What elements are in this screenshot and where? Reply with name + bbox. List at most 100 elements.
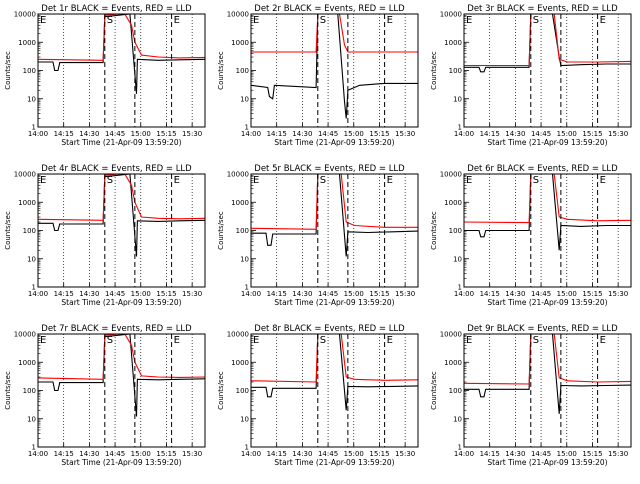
plot-frame: [463, 333, 632, 448]
plot-frame: [250, 173, 419, 288]
y-tick-label: 1: [32, 124, 36, 132]
x-tick-label: 15:15: [582, 450, 602, 458]
chart-panel-3: Det 3r BLACK = Events, RED = LLD 14:00 14:…: [430, 4, 632, 147]
y-tick-label: 100: [449, 227, 462, 235]
x-tick-label: 15:15: [369, 130, 389, 138]
y-tick-label: 10000: [440, 171, 462, 179]
x-tick-label: 14:45: [531, 290, 551, 298]
x-tick-label: 14:15: [54, 450, 74, 458]
x-axis-label: Start Time (21-Apr-09 13:59:20): [274, 458, 394, 467]
events-series-line: [251, 173, 419, 257]
y-tick-label: 10: [27, 95, 36, 103]
events-series-line: [464, 333, 632, 414]
y-tick-label: 100: [23, 387, 36, 395]
x-tick-label: 15:30: [608, 130, 628, 138]
interval-marker-label: E: [253, 15, 259, 26]
chart-title: Det 4r BLACK = Events, RED = LLD: [41, 164, 192, 174]
x-tick-label: 15:30: [395, 290, 415, 298]
y-tick-label: 1000: [444, 39, 462, 47]
interval-marker-label: S: [107, 175, 113, 186]
lld-series-line: [463, 173, 632, 224]
interval-marker-label: E: [40, 175, 46, 186]
x-tick-label: 14:30: [292, 450, 312, 458]
y-tick-label: 100: [449, 387, 462, 395]
interval-marker-label: E: [466, 175, 472, 186]
y-tick-label: 1: [32, 284, 36, 292]
x-tick-label: 15:30: [182, 450, 202, 458]
x-tick-label: 14:00: [454, 450, 474, 458]
y-axis-label: Counts/sec: [4, 51, 12, 90]
y-tick-label: 1: [245, 444, 249, 452]
lld-series-line: [37, 13, 206, 61]
chart-panel-4: Det 4r BLACK = Events, RED = LLD 14:00 14:…: [4, 164, 206, 307]
lld-series-line: [464, 13, 632, 67]
y-axis-label: Counts/sec: [217, 211, 225, 250]
x-tick-label: 14:30: [505, 450, 525, 458]
x-tick-label: 14:45: [105, 290, 125, 298]
y-axis-label: Counts/sec: [4, 371, 12, 410]
y-tick-label: 10000: [14, 171, 36, 179]
x-tick-label: 14:45: [318, 450, 338, 458]
chart-panel-9: Det 9r BLACK = Events, RED = LLD 14:00 14:…: [430, 324, 632, 467]
x-tick-label: 15:15: [582, 290, 602, 298]
y-axis-label: Counts/sec: [217, 51, 225, 90]
y-tick-label: 10: [453, 255, 462, 263]
y-tick-label: 10: [27, 415, 36, 423]
x-tick-label: 15:30: [182, 130, 202, 138]
x-tick-label: 14:45: [531, 130, 551, 138]
plot-frame: [463, 13, 632, 128]
y-tick-label: 1: [245, 284, 249, 292]
chart-title: Det 6r BLACK = Events, RED = LLD: [467, 164, 618, 174]
x-tick-label: 14:30: [292, 130, 312, 138]
x-tick-label: 15:00: [131, 450, 151, 458]
x-tick-label: 15:15: [369, 290, 389, 298]
interval-marker-label: E: [174, 175, 180, 186]
y-tick-label: 1: [458, 284, 462, 292]
y-tick-label: 1: [245, 124, 249, 132]
chart-title: Det 1r BLACK = Events, RED = LLD: [41, 4, 192, 14]
x-tick-label: 15:00: [131, 130, 151, 138]
x-tick-label: 15:00: [557, 450, 577, 458]
x-tick-label: 14:00: [28, 130, 48, 138]
x-axis-label: Start Time (21-Apr-09 13:59:20): [61, 458, 181, 467]
y-axis-label: Counts/sec: [217, 371, 225, 410]
x-tick-label: 14:00: [241, 290, 261, 298]
y-tick-label: 1000: [18, 39, 36, 47]
events-series-line: [464, 13, 631, 73]
plot-frame: [37, 333, 206, 448]
x-tick-label: 15:00: [344, 290, 364, 298]
interval-marker-label: S: [320, 335, 326, 346]
lld-series-line: [463, 333, 632, 385]
y-tick-label: 10000: [440, 331, 462, 339]
interval-marker-label: S: [107, 335, 113, 346]
y-tick-label: 100: [236, 227, 249, 235]
x-tick-label: 14:00: [241, 450, 261, 458]
interval-marker-label: S: [107, 15, 113, 26]
x-tick-label: 14:30: [505, 130, 525, 138]
y-tick-label: 10000: [227, 331, 249, 339]
interval-marker-label: E: [600, 335, 606, 346]
x-tick-label: 14:15: [267, 290, 287, 298]
x-tick-label: 14:00: [454, 290, 474, 298]
y-tick-label: 10000: [227, 11, 249, 19]
interval-marker-label: E: [387, 335, 393, 346]
chart-title: Det 3r BLACK = Events, RED = LLD: [467, 4, 618, 14]
y-tick-label: 10000: [14, 11, 36, 19]
x-axis-label: Start Time (21-Apr-09 13:59:20): [487, 298, 607, 307]
y-tick-label: 1: [458, 444, 462, 452]
x-tick-label: 15:15: [156, 290, 176, 298]
y-tick-label: 10000: [14, 331, 36, 339]
x-tick-label: 14:15: [480, 450, 500, 458]
x-tick-label: 14:15: [54, 290, 74, 298]
y-tick-label: 100: [449, 67, 462, 75]
x-tick-label: 14:00: [454, 130, 474, 138]
interval-marker-label: S: [320, 15, 326, 26]
x-tick-label: 14:45: [531, 450, 551, 458]
x-tick-label: 15:15: [369, 450, 389, 458]
x-tick-label: 14:00: [28, 450, 48, 458]
y-tick-label: 100: [23, 67, 36, 75]
chart-panel-1: Det 1r BLACK = Events, RED = LLD 14:00 14:…: [4, 4, 206, 147]
x-tick-label: 15:30: [608, 450, 628, 458]
y-tick-label: 1: [458, 124, 462, 132]
